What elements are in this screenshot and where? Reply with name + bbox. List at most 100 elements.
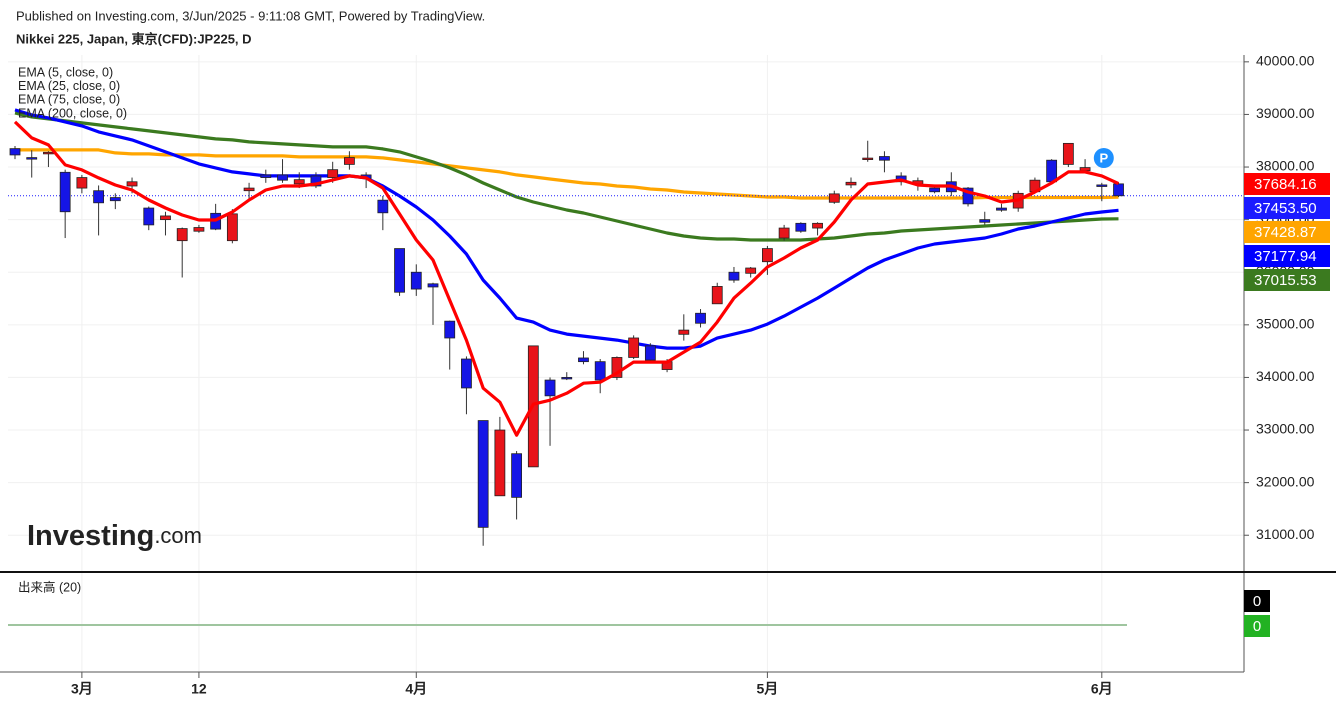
candle-body bbox=[996, 207, 1007, 211]
candle-body bbox=[126, 181, 138, 187]
candle-body bbox=[43, 151, 54, 155]
candle-body bbox=[962, 187, 974, 205]
price-tag-label: 37428.87 bbox=[1254, 224, 1317, 241]
candle-body bbox=[26, 157, 38, 160]
candle-body bbox=[444, 320, 456, 339]
candle-body bbox=[143, 207, 155, 226]
y-tick-label: 33000.00 bbox=[1256, 421, 1315, 437]
candle-body bbox=[109, 197, 121, 202]
candle-body bbox=[812, 222, 823, 229]
candle-body bbox=[929, 187, 940, 193]
price-tag-label: 37684.16 bbox=[1254, 176, 1317, 193]
candle-body bbox=[862, 157, 874, 160]
price-tag-label: 37015.53 bbox=[1254, 272, 1317, 289]
y-tick-label: 40000.00 bbox=[1256, 53, 1315, 69]
candle-body bbox=[611, 357, 623, 378]
ema-line bbox=[14, 108, 1119, 350]
legend-entry: EMA (200, close, 0) bbox=[18, 106, 127, 120]
candle-body bbox=[243, 187, 255, 192]
candle-body bbox=[762, 248, 773, 263]
candle-body bbox=[226, 213, 238, 242]
candle-body bbox=[511, 453, 523, 498]
y-tick-label: 32000.00 bbox=[1256, 473, 1315, 489]
candle-body bbox=[628, 337, 640, 358]
legend-entry: EMA (25, close, 0) bbox=[18, 79, 120, 93]
candle-body bbox=[678, 329, 690, 335]
y-tick-label: 38000.00 bbox=[1256, 158, 1315, 174]
candle-body bbox=[277, 174, 288, 181]
candle-body bbox=[260, 174, 272, 178]
price-tag bbox=[1244, 197, 1330, 219]
candle-body bbox=[544, 379, 556, 397]
candle-body bbox=[310, 175, 322, 187]
candle-body bbox=[578, 357, 589, 363]
legend-entry: EMA (75, close, 0) bbox=[18, 93, 120, 107]
price-tag-label: 37177.94 bbox=[1254, 248, 1317, 265]
x-tick-label: 6月 bbox=[1091, 681, 1113, 697]
candle-body bbox=[795, 222, 807, 232]
candle-body bbox=[494, 429, 506, 497]
y-tick-label: 31000.00 bbox=[1256, 526, 1315, 542]
candle-body bbox=[410, 271, 422, 290]
candle-body bbox=[695, 312, 706, 324]
y-tick-label: 39000.00 bbox=[1256, 105, 1315, 121]
legend-entry: EMA (5, close, 0) bbox=[18, 65, 113, 79]
candle-body bbox=[1096, 184, 1108, 187]
candle-body bbox=[477, 420, 489, 528]
ema-line bbox=[14, 111, 1119, 242]
candle-body bbox=[461, 358, 472, 389]
volume-tag-label: 0 bbox=[1253, 593, 1261, 610]
marker-text: P bbox=[1099, 150, 1108, 165]
logo-suffix: .com bbox=[154, 523, 202, 548]
candle-body bbox=[879, 156, 890, 161]
x-tick-label: 12 bbox=[191, 681, 207, 697]
candle-body bbox=[343, 157, 355, 165]
chart-subtitle: Published on Investing.com, 3/Jun/2025 -… bbox=[16, 8, 485, 23]
candle-body bbox=[9, 148, 21, 156]
candle-body bbox=[176, 228, 188, 242]
volume-tag-label: 0 bbox=[1253, 618, 1261, 635]
candle-body bbox=[778, 227, 790, 239]
candle-body bbox=[1062, 142, 1074, 165]
price-tag bbox=[1244, 245, 1330, 267]
volume-title: 出来高 (20) bbox=[18, 579, 81, 594]
candle-body bbox=[594, 361, 606, 381]
candle-body bbox=[644, 345, 656, 361]
y-tick-label: 34000.00 bbox=[1256, 368, 1315, 384]
candle-body bbox=[711, 286, 723, 305]
candle-body bbox=[427, 283, 439, 288]
candle-body bbox=[377, 199, 389, 214]
volume-tag bbox=[1244, 590, 1270, 612]
x-tick-label: 5月 bbox=[757, 681, 779, 697]
price-tag bbox=[1244, 173, 1330, 195]
logo: Investing.com bbox=[27, 520, 202, 552]
ema-line bbox=[15, 148, 1119, 200]
chart-title: Nikkei 225, Japan, 東京(CFD):JP225, D bbox=[16, 31, 252, 46]
logo-main: Investing bbox=[27, 520, 154, 552]
ema-line bbox=[13, 120, 1120, 437]
candle-body bbox=[845, 181, 857, 186]
candle-body bbox=[293, 179, 305, 185]
candle-body bbox=[728, 271, 740, 281]
candle-body bbox=[327, 169, 339, 178]
price-tag bbox=[1244, 269, 1330, 291]
candle-body bbox=[979, 219, 991, 223]
candle-body bbox=[160, 215, 171, 221]
y-tick-label: 35000.00 bbox=[1256, 316, 1315, 332]
candle-body bbox=[93, 190, 104, 204]
candle-body bbox=[1046, 159, 1058, 183]
volume-tag bbox=[1244, 615, 1270, 637]
candle-body bbox=[394, 248, 405, 293]
candle-body bbox=[193, 227, 205, 232]
price-tag-label: 37453.50 bbox=[1254, 200, 1317, 217]
candle-body bbox=[828, 193, 840, 203]
candle-body bbox=[561, 377, 573, 380]
candle-body bbox=[1113, 183, 1124, 197]
x-tick-label: 3月 bbox=[71, 681, 93, 697]
candle-body bbox=[76, 177, 88, 189]
price-tag bbox=[1244, 221, 1330, 243]
candle-body bbox=[1079, 167, 1091, 172]
